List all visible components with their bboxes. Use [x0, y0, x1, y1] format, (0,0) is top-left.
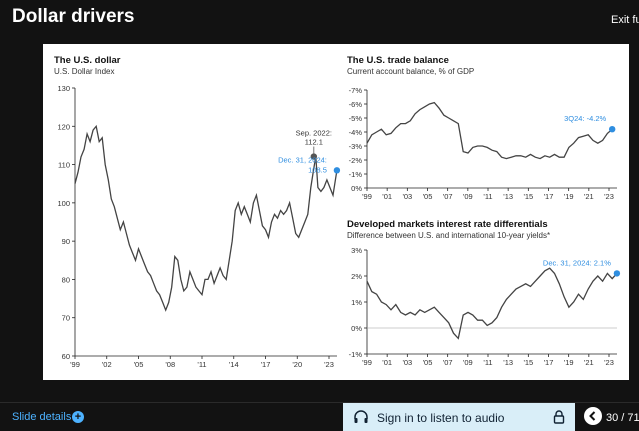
chart1-xtick-label: '11 — [197, 360, 206, 369]
chart3-ytick-label: 1% — [351, 298, 362, 307]
chart1-xtick-label: '08 — [165, 360, 175, 369]
chart1-ytick-label: 120 — [57, 122, 70, 131]
chart3-xtick-label: '23 — [604, 358, 614, 367]
chart3-xtick-label: '11 — [483, 358, 492, 367]
chart3-xtick-label: '03 — [402, 358, 412, 367]
chart1-ytick-label: 100 — [57, 199, 70, 208]
chart1-xtick-label: '14 — [229, 360, 239, 369]
chart2-annotation-label: 3Q24: -4.2% — [564, 114, 606, 123]
chart1-annotation-label: Dec. 31, 2024: — [278, 155, 327, 164]
slide: The U.S. dollar U.S. Dollar Index 130 120 11… — [43, 44, 629, 380]
chart2-xtick-label: '21 — [584, 192, 594, 201]
chart1-xtick-label: '23 — [324, 360, 334, 369]
chart2-ytick-label: -5% — [349, 114, 363, 123]
chart1-ytick-label: 70 — [62, 314, 70, 323]
audio-signin-button[interactable]: Sign in to listen to audio — [343, 403, 575, 431]
chart2-xtick-label: '01 — [382, 192, 392, 201]
chart3-xtick-label: '07 — [443, 358, 453, 367]
chart1-annotation-dot — [310, 153, 318, 160]
chart2-xtick-label: '19 — [564, 192, 574, 201]
headphones-icon — [354, 410, 368, 423]
chart1-xtick-label: '99 — [70, 360, 80, 369]
chart1-ytick-label: 80 — [62, 275, 70, 284]
chart2-xtick-label: '99 — [362, 192, 372, 201]
chart2-ytick-label: -3% — [349, 142, 363, 151]
chart3-ytick-label: 0% — [351, 324, 362, 333]
chart3-xtick-label: '05 — [423, 358, 433, 367]
chart2-xtick-label: '09 — [463, 192, 473, 201]
chart2-ytick-label: -2% — [349, 156, 363, 165]
chart1-xtick-label: '05 — [134, 360, 144, 369]
chart3-xtick-label: '17 — [544, 358, 554, 367]
chart2-xtick-label: '13 — [503, 192, 513, 201]
top-bar: Dollar drivers Exit ful — [0, 0, 639, 40]
previous-slide-button[interactable] — [584, 407, 602, 425]
chart1-annotation-value: 112.1 — [305, 138, 323, 147]
bottom-bar: Slide details + Sign in to listen to aud… — [0, 402, 639, 431]
chart1-annotation-value: 108.5 — [308, 165, 327, 174]
chart2-title: The U.S. trade balance — [347, 55, 449, 66]
chart1-annotation-dot — [333, 167, 341, 174]
chart1-subtitle: U.S. Dollar Index — [54, 67, 114, 76]
chart3-ytick-label: 2% — [351, 272, 362, 281]
chart2-xtick-label: '15 — [523, 192, 533, 201]
chart3-ytick-label: 3% — [351, 246, 362, 255]
chart3-series-line — [366, 267, 618, 340]
chart3-ytick-label: -1% — [349, 350, 363, 359]
chart3-xtick-label: '13 — [503, 358, 513, 367]
chart2-xtick-label: '23 — [604, 192, 614, 201]
chart1-xtick-label: '02 — [102, 360, 112, 369]
chart1-ytick-label: 90 — [62, 237, 70, 246]
chart2-xtick-label: '11 — [483, 192, 492, 201]
chart2-ytick-label: -6% — [349, 100, 363, 109]
exit-fullscreen-button[interactable]: Exit ful — [611, 14, 639, 26]
page-title: Dollar drivers — [12, 6, 135, 27]
chart1-series-line — [74, 124, 338, 312]
chart2-ytick-label: -1% — [349, 170, 363, 179]
chart2-annotation-dot — [608, 126, 616, 133]
chart3-xtick-label: '21 — [584, 358, 594, 367]
slide-details-link[interactable]: Slide details — [12, 411, 72, 423]
chart2-xtick-label: '05 — [423, 192, 433, 201]
chart3-subtitle: Difference between U.S. and internationa… — [347, 231, 550, 240]
audio-label: Sign in to listen to audio — [377, 411, 505, 425]
chart1-annotation-label: Sep. 2022: — [296, 129, 332, 138]
chart2-xtick-label: '17 — [544, 192, 554, 201]
chart2-ytick-label: -4% — [349, 128, 363, 137]
chart3-xtick-label: '99 — [362, 358, 372, 367]
chart1-title: The U.S. dollar — [54, 55, 121, 66]
lock-icon — [553, 410, 565, 424]
chart1-ytick-label: 130 — [57, 84, 70, 93]
chart1-xtick-label: '17 — [261, 360, 271, 369]
chart3-annotation-dot — [613, 270, 621, 277]
chart2-xtick-label: '07 — [443, 192, 453, 201]
chart2-subtitle: Current account balance, % of GDP — [347, 67, 474, 76]
chart3-title: Developed markets interest rate differen… — [347, 219, 548, 230]
chart1-ytick-label: 110 — [58, 161, 70, 170]
chart3-annotation-label: Dec. 31, 2024: 2.1% — [543, 258, 611, 267]
page-counter: 30 / 71 — [606, 412, 639, 424]
chart1-ytick-label: 60 — [62, 352, 70, 361]
chart2-ytick-label: 0% — [351, 184, 362, 193]
chart3-xtick-label: '15 — [523, 358, 533, 367]
chart3-xtick-label: '19 — [564, 358, 574, 367]
chart3-xtick-label: '01 — [382, 358, 392, 367]
plus-icon[interactable]: + — [72, 411, 84, 423]
chart2-ytick-label: -7% — [349, 86, 363, 95]
chart2-xtick-label: '03 — [402, 192, 412, 201]
chart1-xtick-label: '20 — [292, 360, 302, 369]
chart3-xtick-label: '09 — [463, 358, 473, 367]
chart2-series-line — [366, 101, 613, 160]
